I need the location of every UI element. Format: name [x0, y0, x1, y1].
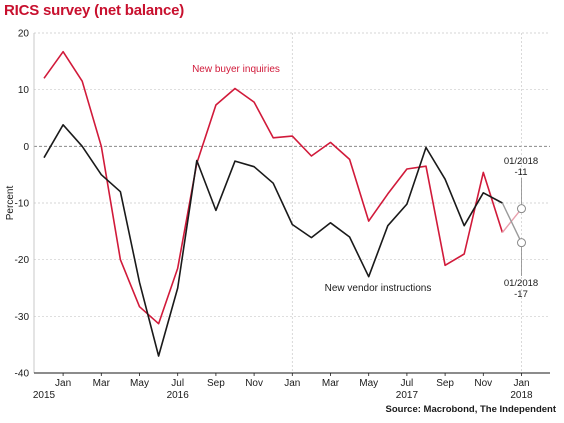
vendor-instructions-line — [43, 124, 503, 357]
x-tick-label: Jan — [284, 378, 300, 389]
year-label: 2017 — [396, 390, 419, 401]
year-label: 2018 — [510, 390, 533, 401]
series-lines — [43, 50, 523, 357]
annotation-value: -17 — [514, 289, 528, 300]
vendor-instructions-label: New vendor instructions — [325, 283, 432, 294]
y-tick-label: -20 — [15, 255, 30, 266]
buyer-inquiries-tail — [501, 208, 523, 233]
x-tick-label: Mar — [322, 378, 340, 389]
y-tick-label: 0 — [23, 142, 29, 153]
y-tick-label: -10 — [15, 199, 30, 210]
year-label: 2016 — [167, 390, 190, 401]
x-tick-label: Mar — [93, 378, 111, 389]
y-tick-label: -40 — [15, 369, 30, 380]
buyer-inquiries-line — [43, 50, 504, 325]
annotation-date: 01/2018 — [504, 278, 538, 289]
x-tick-label: Jan — [513, 378, 529, 389]
vendor-label-bg — [328, 281, 428, 295]
endpoint-marker — [517, 238, 526, 248]
buyer-label-bg — [189, 62, 283, 76]
y-tick-label: -30 — [15, 312, 30, 323]
x-tick-label: Jan — [55, 378, 71, 389]
y-axis-title: Percent — [5, 186, 16, 221]
x-tick-label: Jul — [401, 378, 414, 389]
source-note: Source: Macrobond, The Independent — [385, 404, 556, 415]
x-tick-label: Jul — [171, 378, 184, 389]
x-tick-label: Sep — [207, 378, 225, 389]
x-tick-label: May — [130, 378, 149, 389]
chart-title: RICS survey (net balance) — [4, 2, 185, 19]
x-tick-label: May — [359, 378, 378, 389]
annotation-value: -11 — [514, 167, 527, 178]
x-tick-label: Nov — [474, 378, 492, 389]
year-label: 2015 — [33, 390, 56, 401]
buyer-inquiries-label: New buyer inquiries — [192, 64, 280, 75]
y-tick-label: 20 — [18, 29, 30, 40]
annotation-date: 01/2018 — [504, 156, 538, 167]
axes: 20 10 0 -10 -20 -30 -40 Percent Jan Mar May Jul Sep N… — [5, 29, 550, 401]
y-tick-label: 10 — [18, 85, 30, 96]
x-tick-label: Sep — [436, 378, 454, 389]
series-labels: New buyer inquiries New vendor instructio… — [189, 62, 431, 295]
endpoint-marker — [517, 204, 526, 214]
vendor-instructions-tail — [501, 202, 523, 244]
x-tick-label: Nov — [245, 378, 263, 389]
